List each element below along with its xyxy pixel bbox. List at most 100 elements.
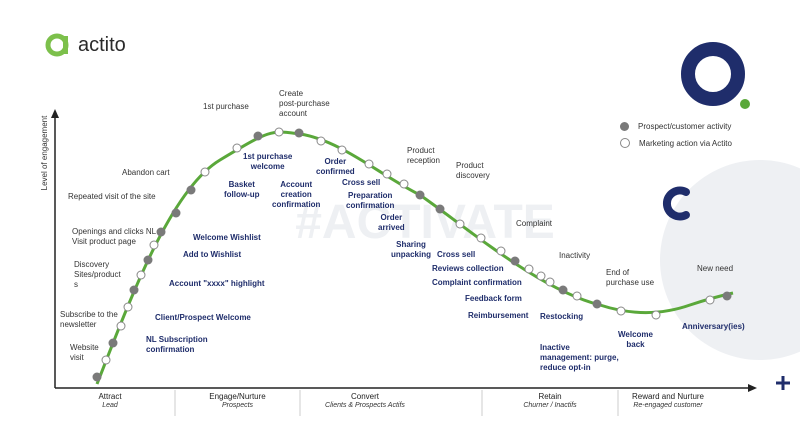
grey-circle-decoration <box>660 160 800 360</box>
marketing-dot <box>524 264 534 274</box>
activity-dot <box>108 338 118 348</box>
stage-sub: Churner / Inactifs <box>523 402 577 409</box>
marketing-dot <box>232 143 242 153</box>
marketing-dots <box>101 127 715 365</box>
label-cross-sell-1: Cross sell <box>342 178 381 187</box>
label-nl-confirmation: NL Subscription confirmation <box>146 335 208 354</box>
label-create-account: Create post-purchase account <box>279 89 330 118</box>
activity-dot <box>435 204 445 214</box>
activity-legend-icon <box>620 122 629 131</box>
marketing-legend-icon <box>620 138 630 148</box>
marketing-dot <box>651 310 661 320</box>
marketing-dot <box>149 240 159 250</box>
y-axis-arrow <box>51 109 59 118</box>
x-axis-arrow <box>748 384 757 392</box>
label-complaint: Complaint <box>516 219 553 228</box>
stage-name: Retain <box>538 392 562 401</box>
activity-dot <box>510 256 520 266</box>
marketing-dot <box>101 355 111 365</box>
label-prep-confirmation: Preparation confirmation <box>346 191 395 210</box>
activity-dot <box>92 372 102 382</box>
marketing-dot <box>455 219 465 229</box>
activity-dot <box>186 185 196 195</box>
label-account-creation: Account creation confirmation <box>272 180 321 209</box>
activity-dot <box>558 285 568 295</box>
label-order-arrived: Order arrived <box>378 213 405 232</box>
marketing-dot <box>316 136 326 146</box>
marketing-dot <box>116 321 126 331</box>
marketing-dot <box>364 159 374 169</box>
legend-activity-label: Prospect/customer activity <box>638 122 732 131</box>
activity-dot <box>171 208 181 218</box>
green-dot-decoration <box>740 99 750 109</box>
stage-attract: Attract Lead <box>65 392 155 410</box>
label-feedback: Feedback form <box>465 294 522 303</box>
label-complaint-confirmation: Complaint confirmation <box>432 278 522 287</box>
label-welcome-back: Welcome back <box>618 330 653 349</box>
label-openings: Openings and clicks NL Visit product pag… <box>72 227 157 246</box>
stage-sub: Lead <box>102 402 118 409</box>
label-new-need: New need <box>697 264 734 273</box>
label-first-purchase: 1st purchase <box>203 102 249 111</box>
stage-sub: Re-engaged customer <box>633 402 703 409</box>
label-end-purchase: End of purchase use <box>606 268 655 287</box>
activity-dot <box>294 128 304 138</box>
activity-dot <box>129 285 139 295</box>
marketing-dot <box>616 306 626 316</box>
label-website-visit: Website visit <box>70 343 99 362</box>
watermark: #ACTIVATE <box>295 196 555 249</box>
stage-sub: Prospects <box>221 402 254 409</box>
label-cross-sell-2: Cross sell <box>437 250 476 259</box>
legend-marketing: Marketing action via Actito <box>620 138 732 148</box>
y-axis-label: Level of engagement <box>40 115 49 191</box>
activity-dot <box>253 131 263 141</box>
stage-sub: Clients & Prospects Actifs <box>325 402 405 409</box>
activity-dot <box>415 190 425 200</box>
label-sharing-unpacking: Sharing unpacking <box>391 240 432 259</box>
marketing-dot <box>545 277 555 287</box>
label-client-welcome: Client/Prospect Welcome <box>155 313 251 322</box>
navy-ring-decoration <box>681 42 745 106</box>
navy-c-decoration <box>662 186 690 221</box>
label-reviews: Reviews collection <box>432 264 504 273</box>
stage-name: Attract <box>98 392 122 401</box>
activity-dot <box>722 291 732 301</box>
stage-retain: Retain Churner / Inactifs <box>482 392 618 410</box>
activity-dot <box>592 299 602 309</box>
marketing-dot <box>274 127 284 137</box>
label-product-reception: Product reception <box>407 146 440 165</box>
marketing-dot <box>705 295 715 305</box>
marketing-dot <box>136 270 146 280</box>
marketing-dot <box>399 179 409 189</box>
label-order-confirmed: Order confirmed <box>316 157 355 176</box>
label-reimbursement: Reimbursement <box>468 311 529 320</box>
label-repeated-visit: Repeated visit of the site <box>68 192 156 201</box>
legend-marketing-label: Marketing action via Actito <box>639 138 732 148</box>
label-welcome-wishlist: Welcome Wishlist <box>193 233 261 242</box>
actito-logo-icon <box>45 33 69 57</box>
marketing-dot <box>382 169 392 179</box>
marketing-dot <box>496 246 506 256</box>
stage-reward: Reward and Nurture Re-engaged customer <box>618 392 718 410</box>
activity-dot <box>143 255 153 265</box>
label-discovery: Discovery Sites/product s <box>74 260 121 289</box>
marketing-dot <box>572 291 582 301</box>
stage-name: Convert <box>350 392 379 401</box>
marketing-dot <box>200 167 210 177</box>
stage-name: Engage/Nurture <box>209 392 266 401</box>
marketing-dot <box>123 302 133 312</box>
label-highlight: Account "xxxx" highlight <box>169 279 265 288</box>
plus-decoration <box>776 376 790 390</box>
legend-activity: Prospect/customer activity <box>620 122 731 131</box>
label-inactivity: Inactivity <box>559 251 591 260</box>
actito-logo: actito <box>44 30 126 60</box>
label-subscribe: Subscribe to the newsletter <box>60 310 118 329</box>
label-purchase-welcome: 1st purchase welcome <box>243 152 293 171</box>
activity-dot <box>156 227 166 237</box>
stage-name: Reward and Nurture <box>631 392 705 401</box>
marketing-dot <box>337 145 347 155</box>
label-anniversary: Anniversary(ies) <box>682 322 745 331</box>
